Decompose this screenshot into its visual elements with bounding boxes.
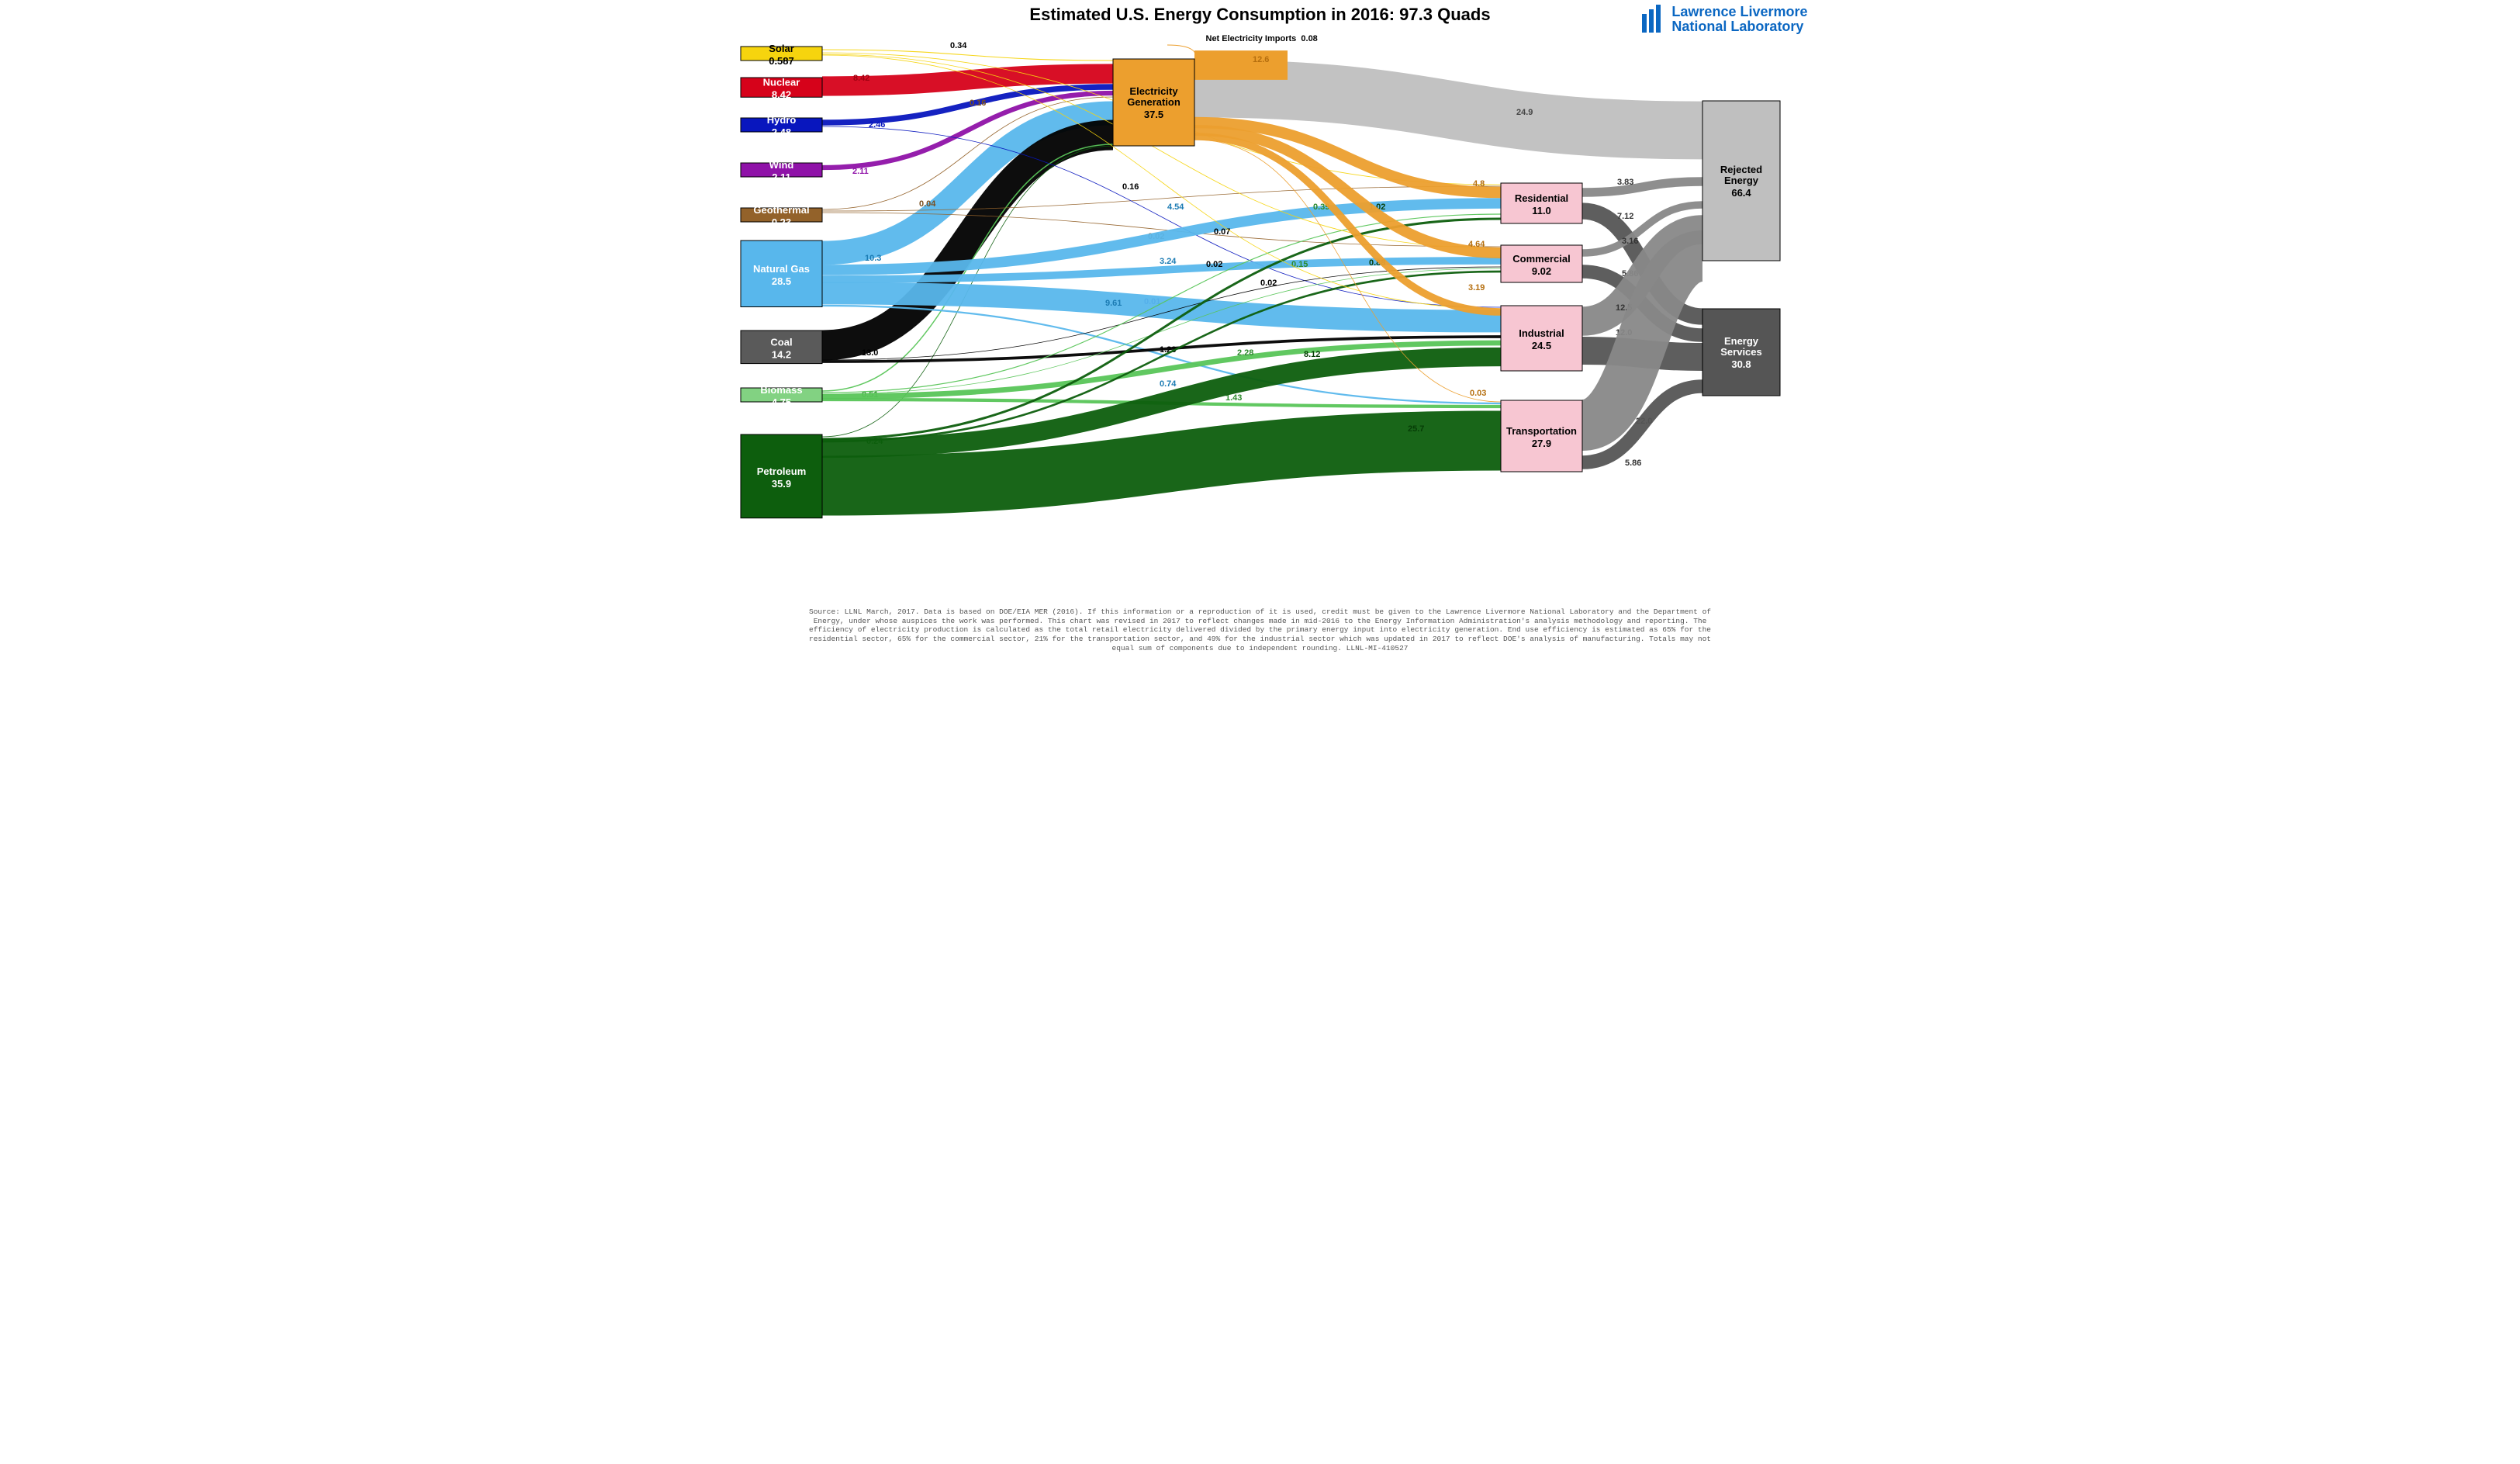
flow-value: 4.54 — [1167, 202, 1184, 212]
source-nuclear: Nuclear8.42 — [741, 77, 822, 101]
node-label: Wind — [769, 159, 793, 171]
sink-rejected: RejectedEnergy66.4 — [1702, 101, 1780, 261]
source-natgas: Natural Gas28.5 — [741, 241, 822, 307]
node-value: 11.0 — [1532, 205, 1551, 216]
node-value: 24.5 — [1531, 340, 1550, 351]
flow-value: 3.19 — [1468, 283, 1485, 292]
sink-services: EnergyServices30.8 — [1702, 309, 1780, 396]
flow-value: 0.07 — [1214, 227, 1230, 237]
flow-value: 3.16 — [1622, 237, 1638, 246]
node-label: Biomass — [760, 384, 802, 396]
flow-value: 0.02 — [1260, 279, 1277, 288]
flow-value: 5.86 — [1625, 459, 1641, 468]
flow-value: 25.7 — [1408, 424, 1424, 434]
flow-value: 4.8 — [1473, 179, 1485, 189]
node-electricity-generation: ElectricityGeneration37.5 — [1113, 59, 1194, 146]
node-label: Industrial — [1519, 327, 1564, 339]
source-coal: Coal14.2 — [741, 331, 822, 364]
source-wind: Wind2.11 — [741, 159, 822, 183]
node-label: ElectricityGeneration — [1127, 85, 1180, 108]
node-label: Petroleum — [756, 466, 806, 477]
flow — [1582, 182, 1702, 192]
node-label: Nuclear — [762, 77, 800, 88]
node-label: Solar — [769, 43, 794, 54]
node-value: 0.587 — [769, 55, 794, 67]
node-value: 28.5 — [771, 275, 790, 287]
node-label: EnergyServices — [1720, 335, 1762, 358]
flow-value: 13.0 — [862, 348, 878, 358]
node-value: 37.5 — [1143, 109, 1163, 120]
flow-value: 3.24 — [1160, 257, 1177, 266]
node-value: 14.2 — [771, 348, 790, 360]
source-biomass: Biomass4.75 — [741, 384, 822, 408]
flow-value: 2.11 — [852, 167, 869, 176]
flow-net-imports — [1167, 45, 1195, 59]
node-label: Natural Gas — [753, 263, 810, 275]
node-value: 35.9 — [771, 478, 790, 490]
node-label: Residential — [1514, 192, 1568, 204]
sector-industrial: Industrial24.5 — [1501, 306, 1582, 371]
sector-commercial: Commercial9.02 — [1501, 245, 1582, 282]
flow-value: 9.61 — [1105, 299, 1122, 308]
flow-value: 8.42 — [853, 74, 869, 83]
flow-value: 4.64 — [1468, 240, 1485, 249]
source-solar: Solar0.587 — [741, 43, 822, 67]
flow-value: 0.16 — [970, 99, 986, 108]
node-label: Geothermal — [753, 204, 809, 216]
node-value: 9.02 — [1531, 265, 1550, 277]
node-label: Coal — [770, 336, 792, 348]
flow-value: 7.12 — [1617, 212, 1633, 221]
flow-value: 0.04 — [919, 199, 936, 209]
node-value: 4.75 — [771, 396, 790, 408]
node-label: Commercial — [1512, 253, 1570, 265]
sector-residential: Residential11.0 — [1501, 183, 1582, 223]
node-value: 8.42 — [771, 89, 790, 101]
flow — [822, 50, 1113, 61]
node-value: 27.9 — [1531, 438, 1550, 449]
node-value: 2.11 — [772, 171, 791, 183]
flow-value: 12.6 — [1253, 55, 1269, 64]
source-petroleum: Petroleum35.9 — [741, 434, 822, 518]
sector-transportation: Transportation27.9 — [1501, 400, 1582, 472]
flow-value: 3.83 — [1617, 178, 1633, 187]
node-label: RejectedEnergy — [1720, 164, 1761, 186]
flow — [1194, 88, 1702, 130]
node-value: 2.48 — [771, 126, 790, 138]
node-label: Hydro — [766, 114, 796, 126]
node-value: 66.4 — [1731, 187, 1751, 199]
flow-value: 0.74 — [1160, 379, 1177, 389]
flow-value: 0.03 — [1470, 389, 1486, 398]
node-value: 30.8 — [1731, 358, 1751, 370]
node-label: Transportation — [1505, 425, 1576, 437]
source-hydro: Hydro2.48 — [741, 114, 822, 138]
flow-value: 0.15 — [1291, 260, 1308, 269]
flow-value: 24.9 — [1516, 108, 1533, 117]
node-value: 0.23 — [771, 216, 790, 228]
flow-value: 0.16 — [1122, 182, 1139, 192]
flow-value: 0.02 — [1206, 260, 1222, 269]
flow-value: 10.3 — [865, 254, 881, 263]
source-geothermal: Geothermal0.23 — [741, 204, 822, 228]
flow-value: 0.34 — [950, 41, 967, 50]
flow-value: 8.12 — [1304, 350, 1320, 359]
footnote: Source: LLNL March, 2017. Data is based … — [803, 607, 1718, 653]
flow-value: 2.28 — [1237, 348, 1253, 358]
sankey-diagram: 0.348.422.462.110.1610.313.00.510.240.16… — [694, 0, 1827, 658]
